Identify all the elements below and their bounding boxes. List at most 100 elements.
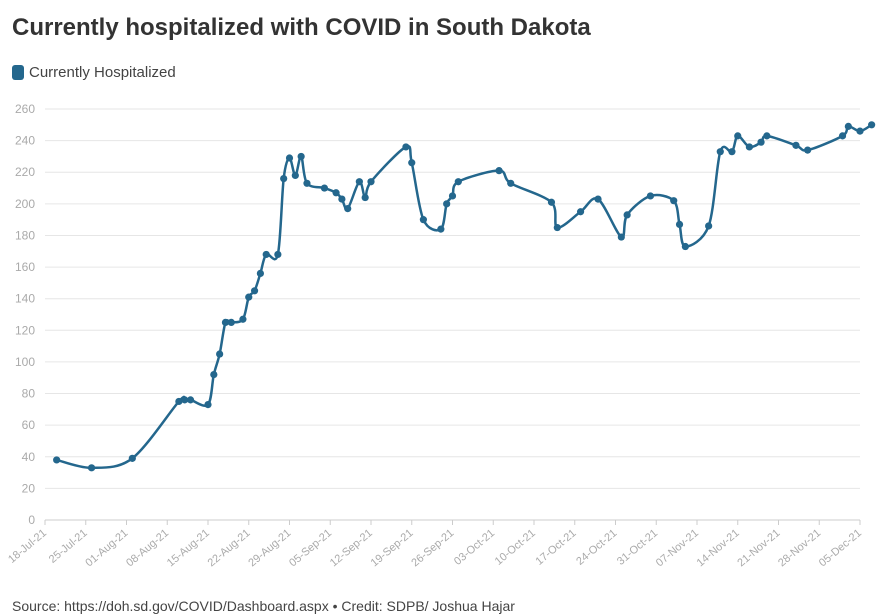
data-point [297,152,305,161]
data-point [617,233,625,241]
data-point [280,174,288,183]
data-point [716,148,724,156]
data-point [291,171,299,179]
x-tick-label: 26-Sep-21 [409,527,456,569]
data-point [285,154,294,162]
data-point [204,401,212,409]
y-tick-label: 240 [15,134,35,148]
data-point [419,216,427,224]
x-tick-label: 29-Aug-21 [246,527,293,569]
data-point [623,211,631,219]
x-tick-label: 31-Oct-21 [615,527,660,568]
data-point [705,222,713,230]
data-point [437,225,445,233]
chart-title: Currently hospitalized with COVID in Sou… [12,14,591,41]
x-tick-label: 28-Nov-21 [776,527,823,569]
data-point [262,250,270,259]
data-point [681,242,689,251]
y-tick-label: 180 [15,228,35,242]
x-tick-label: 19-Sep-21 [369,527,416,569]
data-point [303,179,311,187]
data-point [553,223,561,232]
data-point [355,178,363,186]
data-point [274,250,282,259]
data-point [367,178,375,186]
data-point [838,132,847,140]
data-point [454,178,462,186]
data-point [594,195,602,203]
y-tick-label: 80 [22,387,36,401]
data-point [87,464,96,472]
x-tick-label: 14-Nov-21 [695,527,742,569]
data-point [448,192,457,200]
data-point [792,141,800,149]
x-tick-label: 22-Aug-21 [206,527,253,569]
y-tick-label: 100 [15,355,35,369]
x-tick-label: 24-Oct-21 [574,527,619,568]
data-point [210,370,218,379]
legend[interactable]: Currently Hospitalized [12,64,176,81]
data-point [175,397,183,406]
series-line [55,123,873,470]
data-point [495,167,503,175]
data-point [245,293,253,301]
x-tick-label: 15-Aug-21 [165,527,212,569]
y-tick-label: 220 [15,165,35,179]
data-point [844,122,852,130]
data-point [53,456,61,464]
data-point [239,315,247,323]
series-currently-hospitalized [53,121,876,472]
data-point [344,204,352,213]
y-axis: 0 20 40 60 80 100 120 140 160 180 200 220 240 260 [15,102,35,527]
x-tick-label: 17-Oct-21 [533,527,578,568]
data-point [675,220,684,228]
data-point [221,318,230,327]
data-point [804,146,812,154]
data-point [250,287,259,295]
data-point [128,454,136,462]
data-point [332,189,340,197]
x-tick-label: 03-Oct-21 [452,527,497,568]
data-point [868,121,876,129]
x-tick-label: 21-Nov-21 [735,527,782,569]
x-tick-label: 10-Oct-21 [493,527,538,568]
data-point [576,208,585,216]
x-tick-label: 18-Jul-21 [6,527,49,566]
data-point [361,193,369,202]
y-tick-label: 20 [22,481,36,495]
data-point [320,184,329,192]
data-point [402,143,410,151]
data-point [256,269,264,277]
grid-lines [45,108,860,521]
y-tick-label: 200 [15,197,35,211]
x-axis: 18-Jul-2125-Jul-2101-Aug-2108-Aug-2115-A… [6,520,864,569]
data-point [507,179,515,187]
data-point [757,138,765,146]
data-point [763,132,771,140]
data-point [745,143,753,151]
data-point [856,127,864,135]
y-tick-label: 140 [15,292,35,306]
data-point [338,195,346,203]
x-tick-label: 12-Sep-21 [328,527,375,569]
data-point [670,197,678,205]
data-point [443,200,451,208]
source-credit: Source: https://doh.sd.gov/COVID/Dashboa… [12,598,515,614]
data-point [547,198,556,206]
data-point [227,318,235,327]
legend-label: Currently Hospitalized [29,64,176,81]
data-point [728,148,736,156]
y-tick-label: 120 [15,323,35,337]
y-tick-label: 260 [15,102,35,116]
x-tick-label: 05-Dec-21 [817,527,864,569]
data-point [734,132,742,140]
y-tick-label: 40 [22,450,36,464]
legend-swatch [12,65,24,80]
x-tick-label: 07-Nov-21 [654,527,701,569]
y-tick-label: 160 [15,260,35,274]
data-point [408,159,416,167]
y-tick-label: 0 [28,513,35,527]
data-point [216,350,224,358]
data-point [646,192,655,200]
